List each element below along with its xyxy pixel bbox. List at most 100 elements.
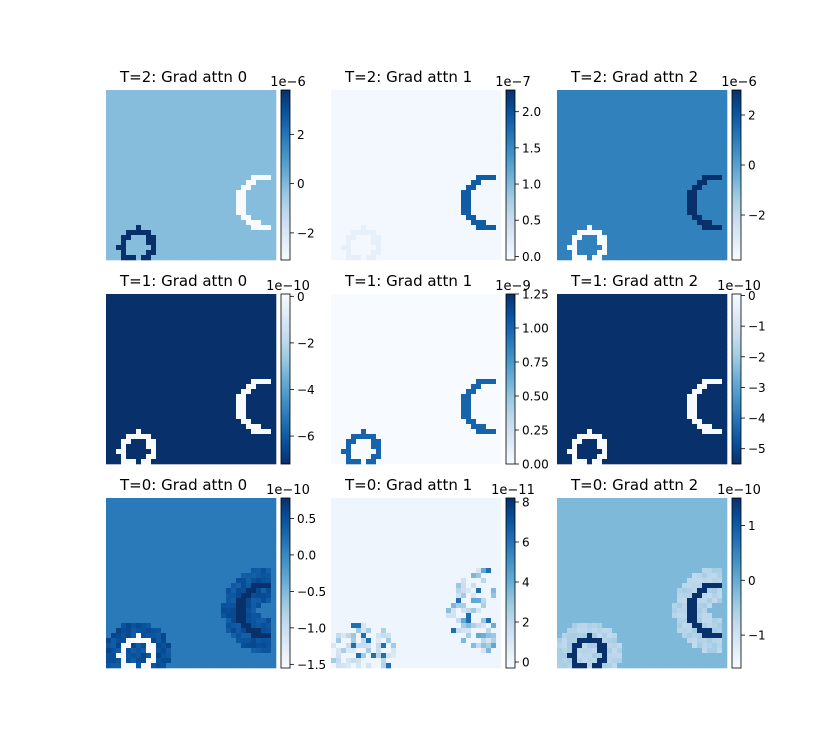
heatmap-cell [221,449,227,455]
heatmap-cell [221,110,227,116]
heatmap-cell [426,170,432,176]
heatmap-cell [111,115,117,121]
heatmap-cell [562,235,568,241]
heatmap-cell [246,374,252,380]
heatmap-cell [241,170,247,176]
heatmap-cell [191,344,197,350]
heatmap-cell [196,115,202,121]
heatmap-cell [416,210,422,216]
heatmap-cell [211,354,217,360]
heatmap-cell [156,90,162,96]
heatmap-cell [667,220,673,226]
heatmap-cell [201,354,207,360]
heatmap-cell [171,334,177,340]
heatmap-cell [196,105,202,111]
heatmap-cell [266,255,272,261]
heatmap-cell [592,165,598,171]
heatmap-cell [622,180,628,186]
heatmap-cell [226,160,232,166]
heatmap-cell [246,245,252,251]
heatmap-cell [647,255,653,261]
heatmap-cell [241,334,247,340]
heatmap-cell [236,419,242,425]
heatmap-cell [156,394,162,400]
heatmap-cell [371,210,377,216]
heatmap-cell [652,130,658,136]
heatmap-cell [156,304,162,310]
heatmap-cell [201,245,207,251]
heatmap-cell [612,145,618,151]
heatmap-cell [206,334,212,340]
heatmap-cell [106,145,112,151]
heatmap-cell [702,190,708,196]
heatmap-cell [156,150,162,156]
heatmap-cell [602,250,608,256]
heatmap-cell [251,424,257,430]
heatmap-cell [196,444,202,450]
heatmap-cell [361,155,367,161]
heatmap-cell [351,95,357,101]
heatmap-cell [381,150,387,156]
heatmap-cell [582,175,588,181]
heatmap-cell [266,294,272,300]
heatmap-cell [451,175,457,181]
heatmap-cell [166,319,172,325]
heatmap-cell [672,125,678,131]
heatmap-cell [231,205,237,211]
heatmap-cell [166,200,172,206]
heatmap-cell [607,250,613,256]
heatmap-cell [592,100,598,106]
heatmap-cell [181,250,187,256]
heatmap-cell [406,294,412,300]
heatmap-cell [231,170,237,176]
heatmap-cell [236,245,242,251]
heatmap-cell [201,294,207,300]
heatmap-cell [612,170,618,176]
heatmap-cell [271,160,277,166]
heatmap-cell [712,245,718,251]
heatmap-cell [161,429,167,435]
heatmap-cell [201,304,207,310]
heatmap-cell [261,250,267,256]
heatmap-cell [186,160,192,166]
heatmap-cell [141,235,147,241]
heatmap-cell [191,399,197,405]
heatmap-cell [111,245,117,251]
heatmap-cell [597,150,603,156]
heatmap-cell [146,394,152,400]
heatmap-cell [481,175,487,181]
heatmap-cell [336,255,342,261]
heatmap-cell [652,140,658,146]
heatmap-cell [481,319,487,325]
heatmap-cell [216,250,222,256]
heatmap-cell [136,255,142,261]
heatmap-cell [607,115,613,121]
heatmap-cell [476,329,482,335]
heatmap-cell [251,324,257,330]
heatmap-cell [562,180,568,186]
heatmap-cell [627,255,633,261]
heatmap-cell [121,384,127,390]
heatmap-cell [381,175,387,181]
heatmap-cell [121,155,127,161]
heatmap-cell [687,115,693,121]
heatmap-cell [587,90,593,96]
heatmap-cell [386,339,392,345]
heatmap-cell [181,190,187,196]
heatmap-cell [206,414,212,420]
heatmap-cell [572,235,578,241]
heatmap-cell [226,95,232,101]
heatmap-cell [106,369,112,375]
heatmap-cell [196,374,202,380]
heatmap-cell [491,225,497,231]
heatmap-cell [106,100,112,106]
heatmap-cell [421,125,427,131]
heatmap-cell [662,200,668,206]
heatmap-cell [451,215,457,221]
heatmap-cell [256,454,262,460]
heatmap-cell [441,195,447,201]
heatmap-cell [251,414,257,420]
heatmap-cell [436,140,442,146]
heatmap-cell [216,230,222,236]
heatmap-cell [481,105,487,111]
